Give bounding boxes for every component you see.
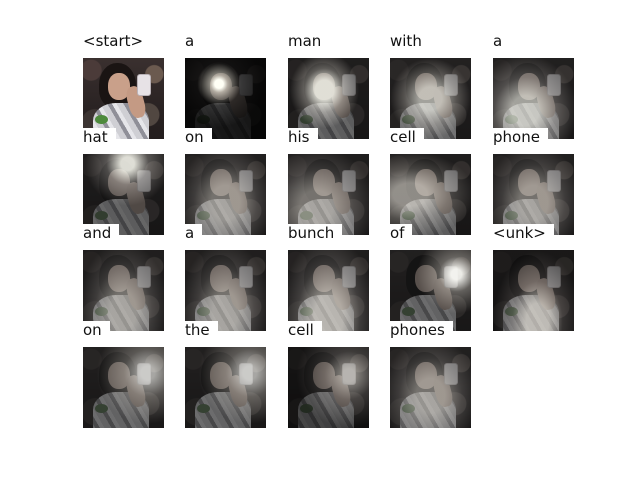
word-label: his <box>288 128 318 149</box>
word-label: and <box>83 224 120 245</box>
attention-map <box>288 154 369 235</box>
attention-map <box>185 58 266 139</box>
attention-map <box>83 347 164 428</box>
source-image <box>83 58 164 139</box>
word-label: <start> <box>83 32 152 53</box>
word-label: hat <box>83 128 116 149</box>
attention-map <box>288 347 369 428</box>
word-label: with <box>390 32 430 53</box>
attention-map <box>493 250 574 331</box>
attention-map <box>288 58 369 139</box>
word-label: phones <box>390 321 453 342</box>
word-label: on <box>83 321 110 342</box>
word-label: a <box>493 32 511 53</box>
attention-map <box>185 250 266 331</box>
attention-map <box>390 347 471 428</box>
attention-map <box>390 154 471 235</box>
attention-map <box>493 154 574 235</box>
attention-map <box>83 250 164 331</box>
word-label: cell <box>288 321 322 342</box>
attention-map <box>390 58 471 139</box>
word-label: on <box>185 128 212 149</box>
word-label: bunch <box>288 224 343 245</box>
attention-map <box>185 154 266 235</box>
attention-map <box>390 250 471 331</box>
attention-map <box>83 154 164 235</box>
attention-map <box>185 347 266 428</box>
attention-map <box>288 250 369 331</box>
word-label: the <box>185 321 218 342</box>
word-label: a <box>185 32 203 53</box>
word-label: cell <box>390 128 424 149</box>
word-label: of <box>390 224 413 245</box>
word-label: a <box>185 224 203 245</box>
word-label: phone <box>493 128 548 149</box>
word-label: man <box>288 32 330 53</box>
word-label: <unk> <box>493 224 554 245</box>
attention-map <box>493 58 574 139</box>
